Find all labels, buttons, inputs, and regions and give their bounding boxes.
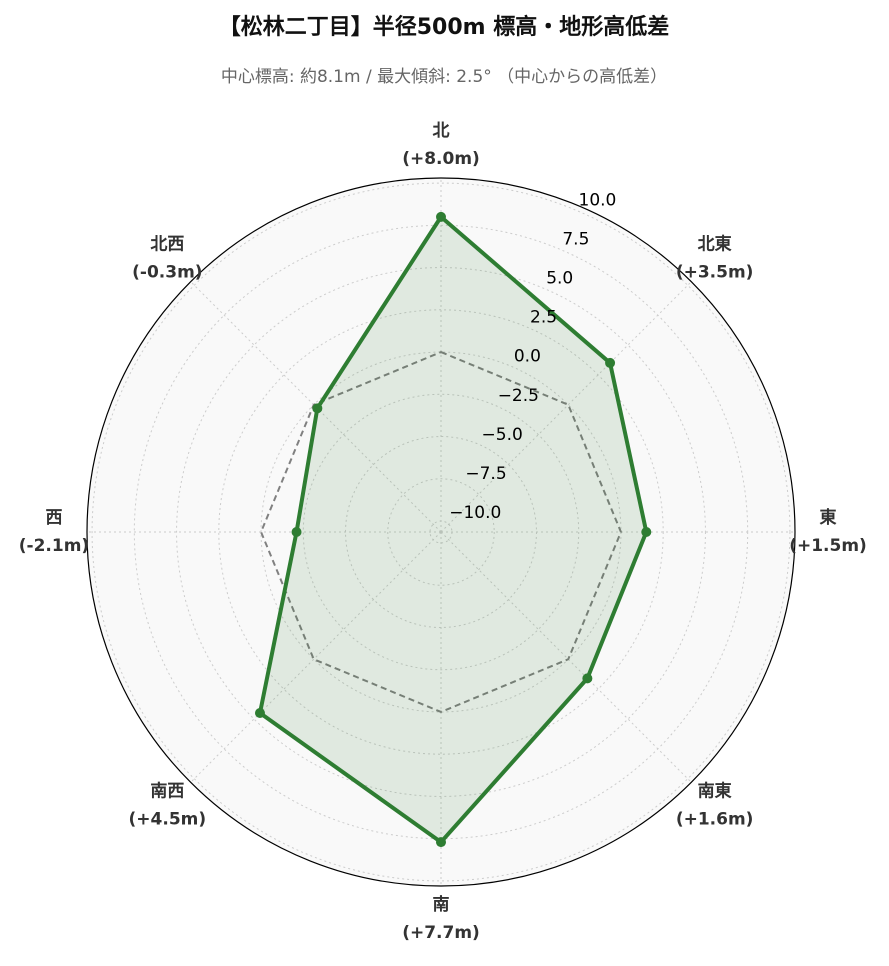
value-label: (+7.7m) [402, 923, 480, 943]
r-tick-label: −7.5 [465, 464, 506, 484]
point [436, 211, 446, 222]
r-tick-label: 0.0 [514, 347, 541, 367]
chart-title: 【松林二丁目】半径500m 標高・地形高低差 [219, 14, 670, 40]
reference-line [260, 351, 622, 713]
category-label: 北 [433, 121, 450, 141]
r-tick-label: 10.0 [579, 191, 617, 211]
grid-circle [387, 478, 495, 586]
chart-subtitle: 中心標高: 約8.1m / 最大傾斜: 2.5° （中心からの高低差） [221, 67, 667, 87]
category-label: 北東 [698, 233, 732, 254]
point [291, 527, 302, 537]
r-tick-label: 2.5 [530, 308, 557, 328]
value-label: (-2.1m) [19, 536, 89, 556]
point [582, 673, 593, 684]
r-tick-label: −5.0 [482, 425, 523, 445]
r-tick-label: 5.0 [546, 269, 573, 289]
category-label: 西 [46, 508, 63, 528]
value-label: (-0.3m) [132, 262, 202, 282]
grid-circle [176, 267, 706, 797]
grid-circle [302, 393, 580, 671]
r-tick-label: −10.0 [449, 503, 501, 523]
value-label: (+1.6m) [676, 810, 754, 830]
value-label: (+4.5m) [129, 810, 207, 830]
category-label: 南西 [150, 781, 184, 802]
outer-circle [86, 177, 796, 887]
value-label: (+1.5m) [789, 536, 867, 556]
value-label: (+3.5m) [676, 262, 754, 282]
grid-circle [218, 309, 664, 755]
category-label: 東 [820, 507, 837, 528]
point [605, 357, 616, 368]
point [254, 708, 265, 719]
r-tick-label: 7.5 [562, 230, 589, 250]
category-label: 南 [433, 894, 450, 915]
r-tick-label: −2.5 [498, 386, 539, 406]
point [641, 527, 652, 537]
category-label: 南東 [698, 781, 732, 802]
point [436, 837, 446, 848]
spoke [440, 531, 692, 783]
category-label: 北西 [150, 234, 184, 254]
point [312, 403, 323, 414]
spoke [440, 281, 692, 533]
grid-circle [91, 182, 791, 882]
value-label: (+8.0m) [402, 149, 480, 169]
spoke [190, 531, 442, 783]
